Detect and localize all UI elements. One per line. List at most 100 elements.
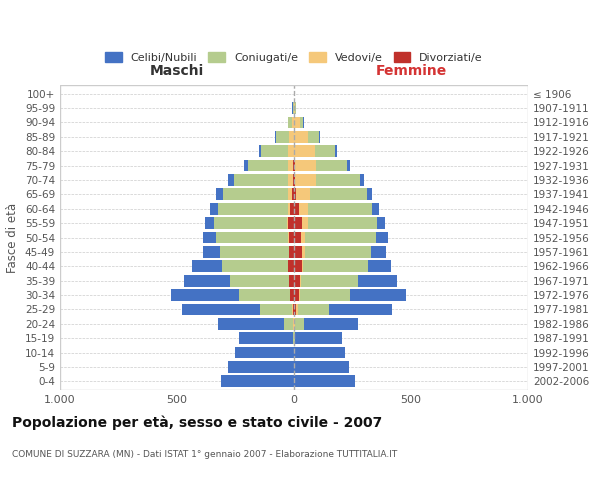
Bar <box>295 318 304 330</box>
Bar <box>235 346 293 358</box>
Bar <box>288 232 289 243</box>
Bar <box>239 289 290 301</box>
Legend: Celibi/Nubili, Coniugati/e, Vedovi/e, Divorziati/e: Celibi/Nubili, Coniugati/e, Vedovi/e, Di… <box>101 48 487 68</box>
Text: Femmine: Femmine <box>376 64 446 78</box>
Bar <box>371 246 386 258</box>
Bar <box>288 260 294 272</box>
Bar <box>218 203 288 214</box>
Bar <box>218 318 284 330</box>
Y-axis label: Anni di nascita: Anni di nascita <box>596 194 600 281</box>
Bar <box>295 102 296 114</box>
Bar <box>367 188 373 200</box>
Bar <box>294 116 300 128</box>
Bar <box>310 188 367 200</box>
Bar <box>295 174 316 186</box>
Bar <box>289 131 294 142</box>
Bar <box>301 275 358 286</box>
Bar <box>192 260 222 272</box>
Bar <box>288 160 293 172</box>
Bar <box>223 188 288 200</box>
Bar <box>215 232 288 243</box>
Bar <box>230 275 289 286</box>
Bar <box>184 275 230 286</box>
Bar <box>347 160 350 172</box>
Text: COMUNE DI SUZZARA (MN) - Dati ISTAT 1° gennaio 2007 - Elaborazione TUTTITALIA.IT: COMUNE DI SUZZARA (MN) - Dati ISTAT 1° g… <box>12 450 397 459</box>
Bar <box>182 304 260 316</box>
Bar <box>215 188 223 200</box>
Bar <box>294 188 296 200</box>
Y-axis label: Fasce di età: Fasce di età <box>7 202 19 272</box>
Bar <box>214 217 287 229</box>
Bar <box>302 260 304 272</box>
Bar <box>377 217 385 229</box>
Bar <box>289 232 294 243</box>
Bar <box>275 131 277 142</box>
Bar <box>288 217 294 229</box>
Bar <box>359 174 364 186</box>
Bar <box>259 146 261 157</box>
Bar <box>350 289 406 301</box>
Bar <box>248 160 288 172</box>
Bar <box>289 246 294 258</box>
Bar <box>296 304 298 316</box>
Bar <box>373 203 379 214</box>
Bar <box>300 275 301 286</box>
Bar <box>376 232 388 243</box>
Bar <box>329 304 392 316</box>
Bar <box>293 332 294 344</box>
Bar <box>300 116 304 128</box>
Bar <box>299 289 300 301</box>
Bar <box>304 318 358 330</box>
Bar <box>305 232 376 243</box>
Bar <box>203 246 220 258</box>
Bar <box>170 289 239 301</box>
Bar <box>302 246 305 258</box>
Bar <box>301 232 305 243</box>
Bar <box>295 332 342 344</box>
Bar <box>294 102 295 114</box>
Bar <box>295 346 345 358</box>
Bar <box>220 246 289 258</box>
Bar <box>289 275 294 286</box>
Bar <box>229 361 294 373</box>
Bar <box>222 260 287 272</box>
Bar <box>203 232 215 243</box>
Bar <box>290 289 294 301</box>
Bar <box>294 232 301 243</box>
Bar <box>288 116 292 128</box>
Bar <box>290 203 294 214</box>
Bar <box>239 332 293 344</box>
Bar <box>294 203 299 214</box>
Bar <box>288 146 294 157</box>
Bar <box>288 174 293 186</box>
Bar <box>316 174 359 186</box>
Bar <box>308 203 373 214</box>
Bar <box>294 289 299 301</box>
Bar <box>293 304 294 316</box>
Bar <box>316 160 347 172</box>
Bar <box>244 160 248 172</box>
Bar <box>315 146 335 157</box>
Bar <box>294 146 315 157</box>
Bar <box>221 376 294 388</box>
Bar <box>302 217 308 229</box>
Bar <box>308 217 377 229</box>
Bar <box>293 174 294 186</box>
Bar <box>294 304 296 316</box>
Bar <box>368 260 391 272</box>
Bar <box>292 116 294 128</box>
Bar <box>261 146 288 157</box>
Bar <box>287 217 288 229</box>
Bar <box>205 217 214 229</box>
Bar <box>260 304 292 316</box>
Bar <box>299 203 308 214</box>
Bar <box>300 289 350 301</box>
Bar <box>294 246 302 258</box>
Bar <box>294 217 302 229</box>
Bar <box>294 174 295 186</box>
Bar <box>292 188 294 200</box>
Bar <box>358 275 397 286</box>
Bar <box>335 146 337 157</box>
Bar <box>277 131 289 142</box>
Bar <box>295 160 316 172</box>
